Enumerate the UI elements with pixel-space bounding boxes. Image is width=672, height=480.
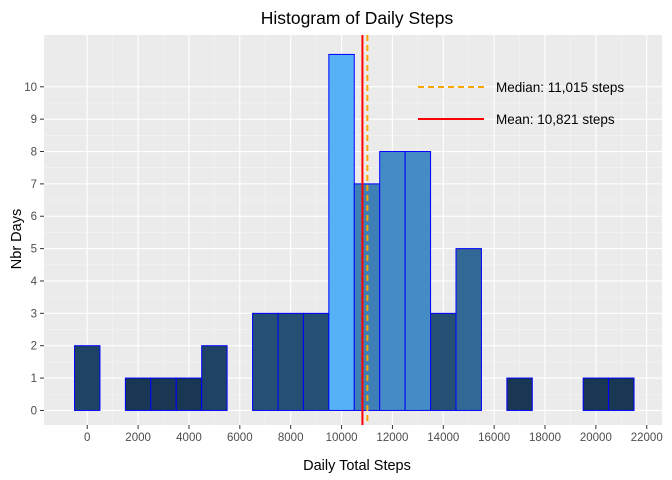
y-tick-label: 0	[31, 405, 37, 417]
histogram-bar	[124, 377, 152, 411]
histogram-bar	[582, 377, 610, 411]
histogram-bar	[150, 377, 177, 411]
histogram-bar	[302, 312, 330, 411]
histogram-bar	[201, 345, 228, 411]
x-tick-label: 8000	[278, 432, 304, 444]
chart-title: Histogram of Daily Steps	[261, 8, 454, 28]
x-tick-label: 6000	[227, 432, 253, 444]
y-tick-label: 5	[31, 244, 37, 256]
histogram-bar	[430, 312, 457, 411]
histogram-bar	[252, 312, 279, 411]
y-tick-label: 10	[24, 82, 37, 94]
y-tick-label: 8	[31, 147, 37, 159]
legend-label: Median: 11,015 steps	[496, 80, 624, 95]
y-tick-label: 3	[31, 308, 37, 320]
legend-label: Mean: 10,821 steps	[496, 112, 615, 127]
reference-lines	[361, 35, 369, 425]
x-axis-title: Daily Total Steps	[303, 458, 411, 474]
x-tick-label: 4000	[176, 432, 202, 444]
x-tick-label: 14000	[427, 432, 459, 444]
x-tick-label: 2000	[125, 432, 151, 444]
histogram-bar	[379, 151, 406, 411]
x-tick-label: 12000	[376, 432, 408, 444]
histogram-bar	[277, 312, 304, 411]
histogram-bar	[455, 248, 482, 411]
histogram-bar	[608, 377, 635, 411]
x-tick-label: 22000	[631, 432, 663, 444]
y-tick-label: 4	[31, 276, 38, 288]
y-tick-label: 2	[31, 341, 37, 353]
histogram-bars	[74, 53, 635, 411]
y-axis-ticks: 0 1 2 3 4 5 6 7 8 9 10	[24, 82, 44, 417]
y-tick-label: 1	[31, 373, 37, 385]
y-tick-label: 6	[31, 211, 37, 223]
x-tick-label: 16000	[478, 432, 510, 444]
histogram-bar	[74, 345, 101, 411]
x-tick-label: 18000	[529, 432, 561, 444]
x-tick-label: 0	[84, 432, 90, 444]
x-tick-label: 20000	[580, 432, 612, 444]
histogram-bar	[175, 377, 203, 411]
histogram-bar	[506, 377, 533, 411]
y-axis-title: Nbr Days	[9, 209, 25, 269]
histogram-bar	[328, 53, 355, 411]
x-axis-ticks: 0 2000 4000 6000 8000 10000 12000 14000 16000 180…	[84, 425, 663, 444]
legend: Median: 11,015 steps Mean: 10,821 steps	[418, 80, 624, 127]
y-tick-label: 7	[31, 179, 37, 191]
histogram-bar	[404, 151, 432, 411]
x-tick-label: 10000	[326, 432, 358, 444]
y-tick-label: 9	[31, 114, 37, 126]
